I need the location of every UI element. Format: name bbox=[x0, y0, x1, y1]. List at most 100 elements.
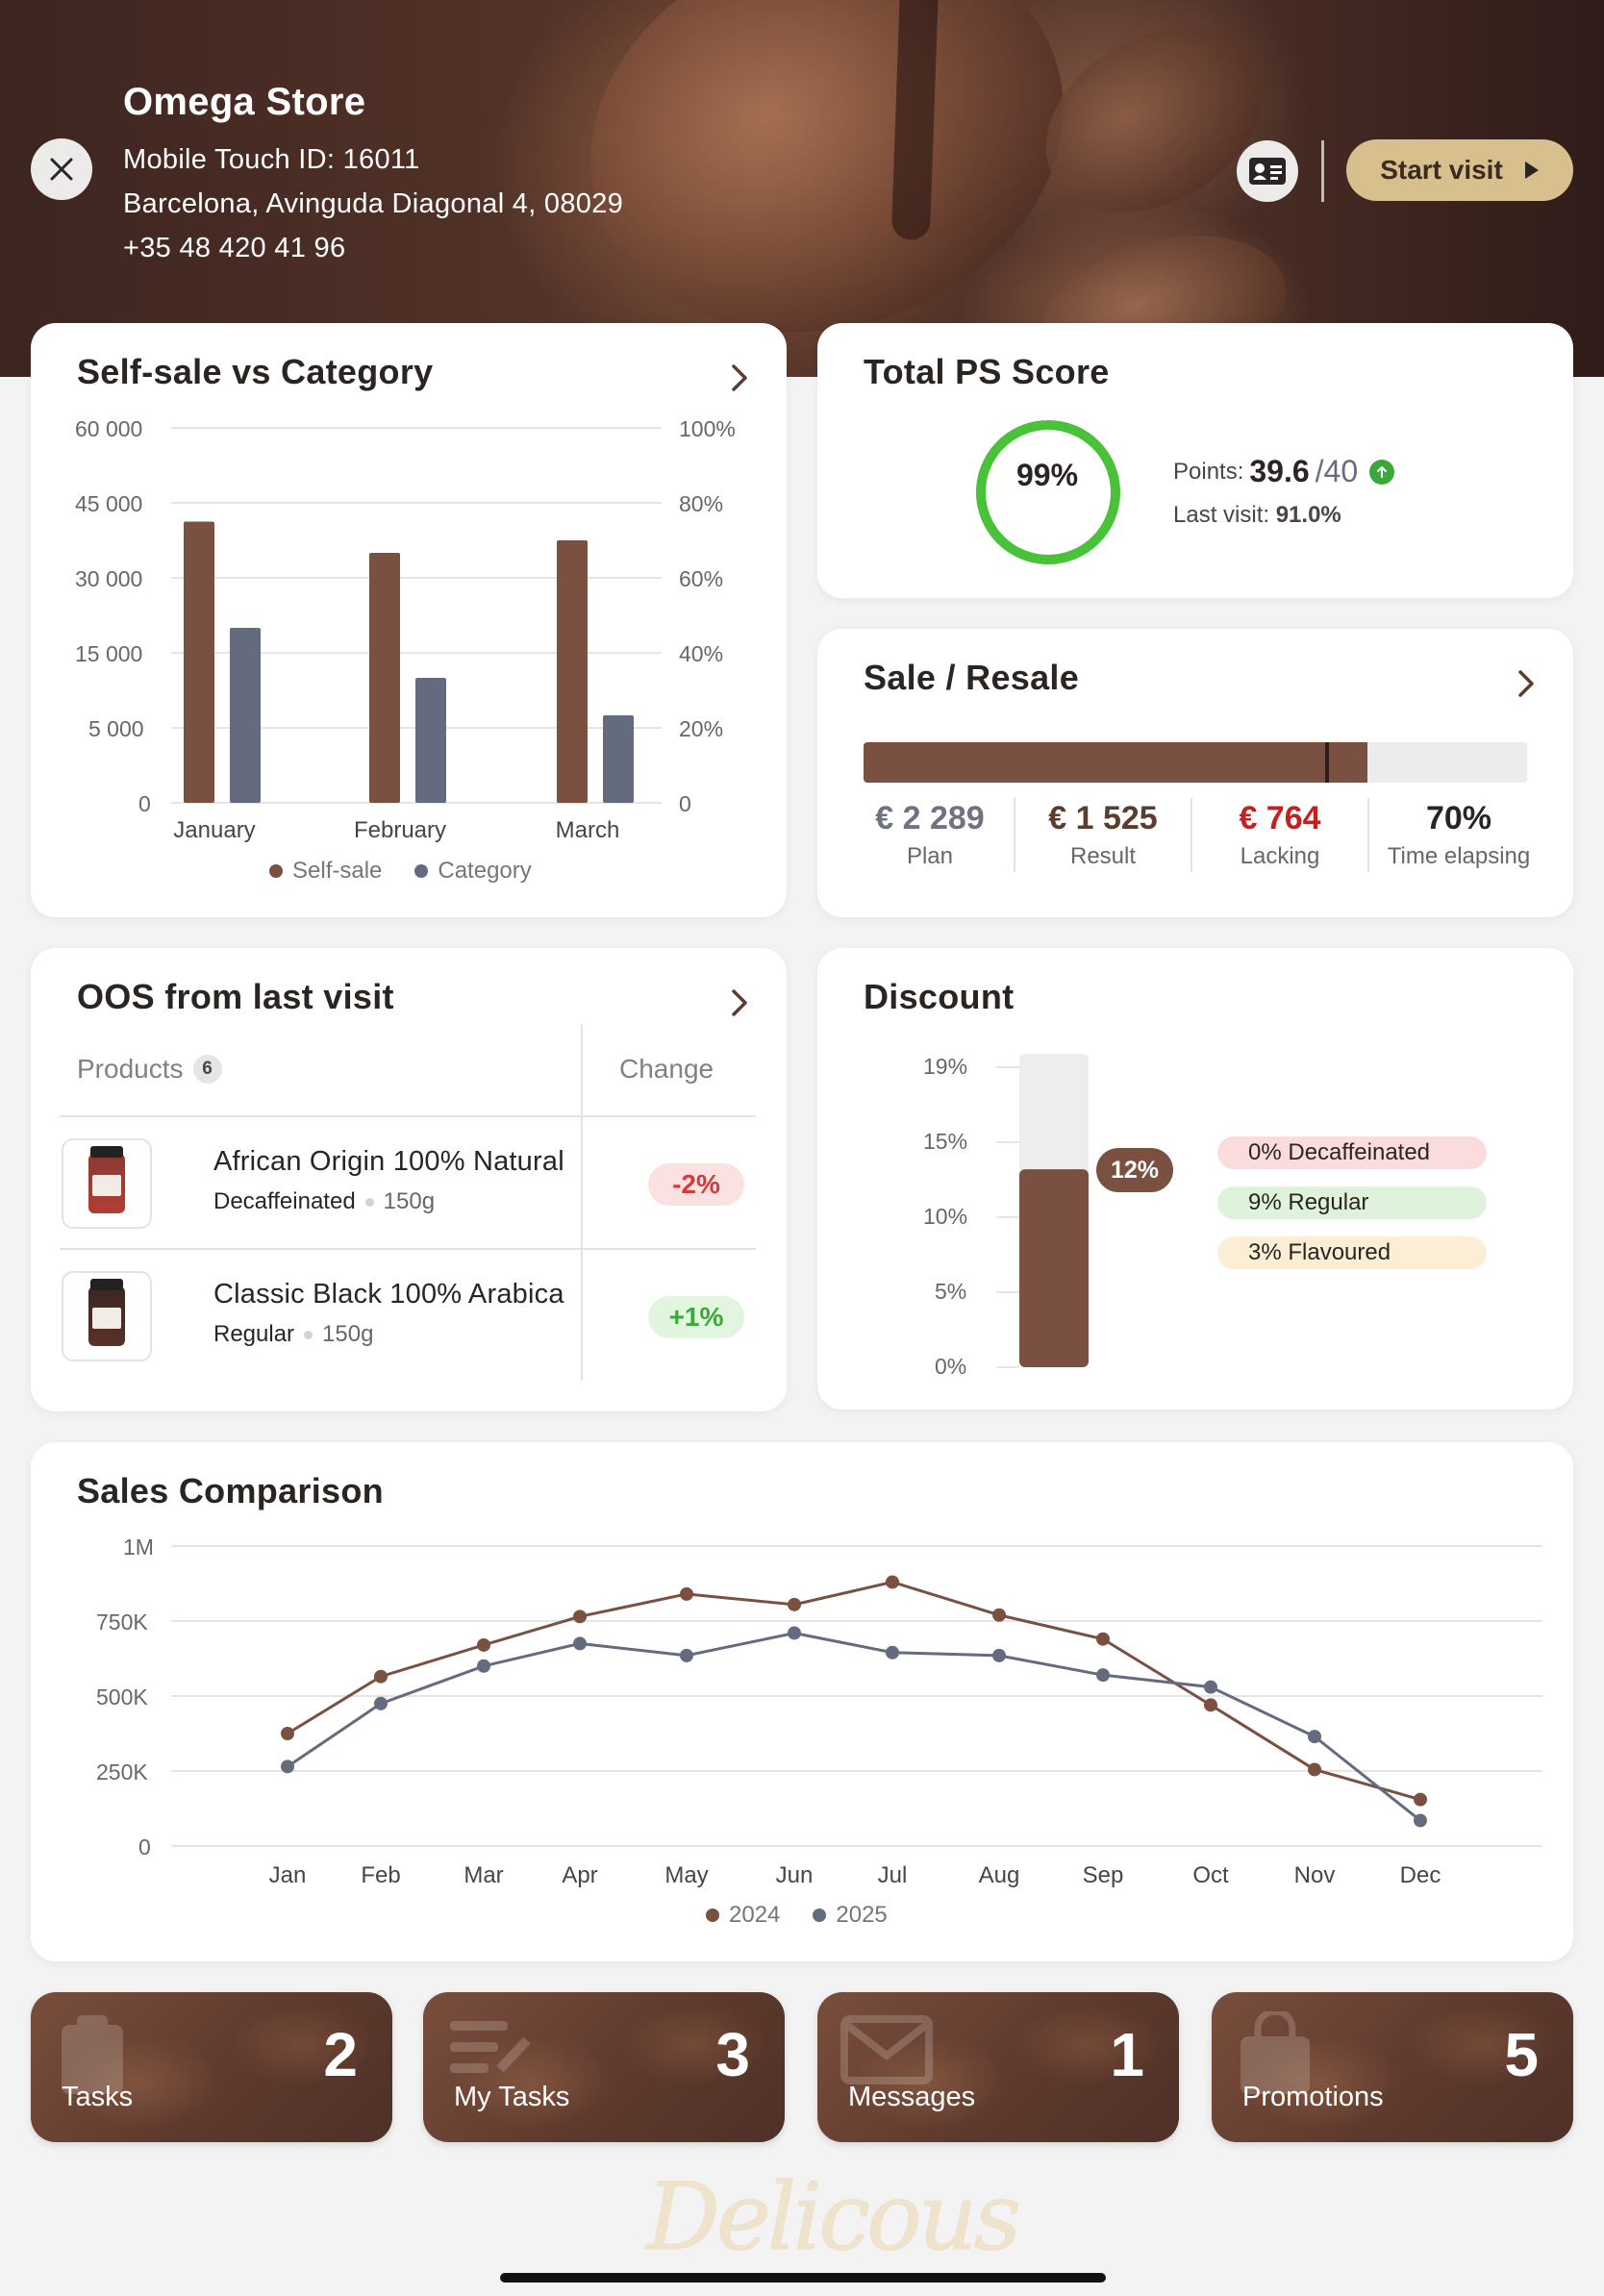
stat-value: € 2 289 bbox=[875, 800, 985, 836]
chevron-right-icon[interactable] bbox=[731, 363, 748, 392]
ps-points: Points: 39.6/40 bbox=[1173, 454, 1395, 489]
y-tick: 5 000 bbox=[88, 716, 144, 741]
bar-category-february bbox=[415, 678, 446, 803]
y-tick: 5% bbox=[935, 1279, 967, 1304]
table-row[interactable]: Classic Black 100% Arabica Regular 150g +… bbox=[60, 1250, 756, 1381]
bar-selfsale-january bbox=[184, 521, 214, 803]
ps-score-percent: 99% bbox=[1015, 458, 1079, 492]
x-tick-label: Apr bbox=[562, 1862, 597, 1888]
y-tick: 10% bbox=[923, 1204, 968, 1229]
chart-legend: 2024 2025 bbox=[706, 1902, 888, 1929]
y-tick: 750K bbox=[96, 1610, 148, 1635]
y-tick: 45 000 bbox=[75, 491, 143, 516]
close-icon bbox=[50, 158, 73, 181]
stat-value: € 1 525 bbox=[1048, 800, 1158, 836]
stat-time-elapsing: 70% Time elapsing bbox=[1369, 798, 1548, 872]
product-type: Decaffeinated bbox=[213, 1188, 356, 1214]
point-2025-oct bbox=[1204, 1680, 1217, 1694]
y2-tick: 100% bbox=[679, 416, 736, 441]
tile-count: 2 bbox=[323, 2020, 358, 2089]
y-tick: 30 000 bbox=[75, 566, 143, 591]
product-image bbox=[62, 1138, 152, 1229]
stat-label: Result bbox=[1069, 843, 1137, 869]
table-row[interactable]: African Origin 100% Natural Decaffeinate… bbox=[60, 1117, 756, 1248]
y-tick: 1M bbox=[123, 1535, 154, 1560]
chevron-right-icon[interactable] bbox=[731, 988, 748, 1017]
discount-card: Discount 19% 15% 10% 5% 0% 12% 0% Decaff… bbox=[817, 948, 1573, 1410]
stat-value: € 764 bbox=[1239, 800, 1321, 836]
point-2024-oct bbox=[1204, 1698, 1217, 1712]
start-visit-button[interactable]: Start visit bbox=[1346, 139, 1573, 201]
sales-comparison-card: Sales Comparison 1M 750K 500K 250K 0 Jan… bbox=[31, 1442, 1573, 1961]
my-tasks-tile[interactable]: My Tasks 3 bbox=[423, 1992, 785, 2142]
discount-bar bbox=[1019, 1169, 1089, 1367]
y2-tick: 20% bbox=[679, 716, 724, 741]
x-tick-label: Nov bbox=[1294, 1862, 1336, 1888]
row-divider bbox=[60, 1115, 756, 1117]
task-list-icon bbox=[450, 2021, 531, 2073]
contact-card-button[interactable] bbox=[1237, 140, 1298, 202]
last-visit-value: 91.0% bbox=[1275, 502, 1341, 528]
close-button[interactable] bbox=[31, 138, 92, 200]
points-max: /40 bbox=[1315, 454, 1359, 488]
y-tick: 500K bbox=[96, 1685, 148, 1710]
discount-bar-chart bbox=[996, 1054, 1089, 1368]
tile-label: Promotions bbox=[1242, 2082, 1384, 2112]
legend-item: Category bbox=[414, 858, 532, 885]
chart-legend: Self-sale Category bbox=[269, 858, 532, 885]
x-tick-label: Jun bbox=[776, 1862, 814, 1888]
ps-score-ring bbox=[976, 420, 1120, 564]
tile-label: Messages bbox=[848, 2082, 976, 2112]
point-2025-jun bbox=[788, 1626, 801, 1640]
stat-result: € 1 525 Result bbox=[1015, 798, 1192, 872]
tile-label: Tasks bbox=[62, 2082, 134, 2112]
envelope-icon bbox=[840, 2015, 933, 2084]
y2-tick: 0 bbox=[679, 791, 691, 816]
header-divider bbox=[1321, 140, 1324, 202]
point-2024-jul bbox=[886, 1575, 899, 1589]
home-indicator[interactable] bbox=[500, 2273, 1106, 2283]
store-phone: +35 48 420 41 96 bbox=[123, 233, 346, 263]
x-tick-label: May bbox=[664, 1862, 708, 1888]
start-visit-label: Start visit bbox=[1380, 155, 1503, 185]
card-title: Discount bbox=[864, 977, 1015, 1016]
chevron-right-icon[interactable] bbox=[1517, 669, 1535, 698]
messages-tile[interactable]: Messages 1 bbox=[817, 1992, 1179, 2142]
tile-label: My Tasks bbox=[454, 2082, 570, 2112]
products-header: Products 6 bbox=[77, 1054, 222, 1085]
y-tick: 15 000 bbox=[75, 641, 143, 666]
promotions-tile[interactable]: Promotions 5 bbox=[1212, 1992, 1573, 2142]
stat-label: Time elapsing bbox=[1387, 843, 1531, 869]
x-tick-label: Feb bbox=[361, 1862, 400, 1888]
store-header bbox=[0, 0, 1604, 377]
y-tick: 250K bbox=[96, 1759, 148, 1784]
product-type: Regular bbox=[213, 1321, 295, 1347]
brand-logo: Delicous bbox=[646, 2163, 1021, 2271]
point-2024-nov bbox=[1308, 1762, 1321, 1777]
y-tick: 0 bbox=[138, 791, 151, 816]
product-meta: Regular 150g bbox=[213, 1321, 373, 1348]
coffee-bean-image bbox=[539, 0, 1115, 377]
point-2024-sep bbox=[1096, 1632, 1110, 1646]
point-2024-jun bbox=[788, 1597, 801, 1611]
point-2024-feb bbox=[374, 1669, 388, 1684]
point-2025-nov bbox=[1308, 1730, 1321, 1744]
card-title: Sales Comparison bbox=[77, 1471, 384, 1510]
coffee-bean-image bbox=[1013, 0, 1295, 249]
point-2025-jan bbox=[281, 1759, 294, 1774]
stat-value: 70% bbox=[1425, 800, 1492, 836]
product-meta: Decaffeinated 150g bbox=[213, 1188, 435, 1215]
ps-score-card: Total PS Score 99% Points: 39.6/40 Last … bbox=[817, 323, 1573, 598]
card-title: Self-sale vs Category bbox=[77, 352, 434, 391]
store-name: Omega Store bbox=[123, 81, 366, 123]
legend-item: Self-sale bbox=[269, 858, 382, 885]
tasks-tile[interactable]: Tasks 2 bbox=[31, 1992, 392, 2142]
stat-label: Plan bbox=[906, 843, 954, 869]
bar-category-january bbox=[230, 628, 261, 803]
bar-selfsale-february bbox=[369, 553, 400, 803]
x-tick-label: March bbox=[556, 817, 620, 843]
y-tick: 0% bbox=[935, 1354, 967, 1379]
point-2025-apr bbox=[573, 1636, 587, 1651]
store-info: Omega Store Mobile Touch ID: 16011 Barce… bbox=[123, 81, 623, 270]
series-line-2025 bbox=[287, 1631, 1421, 1822]
